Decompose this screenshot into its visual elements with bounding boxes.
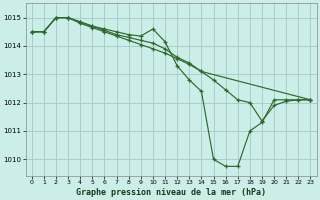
X-axis label: Graphe pression niveau de la mer (hPa): Graphe pression niveau de la mer (hPa) (76, 188, 266, 197)
